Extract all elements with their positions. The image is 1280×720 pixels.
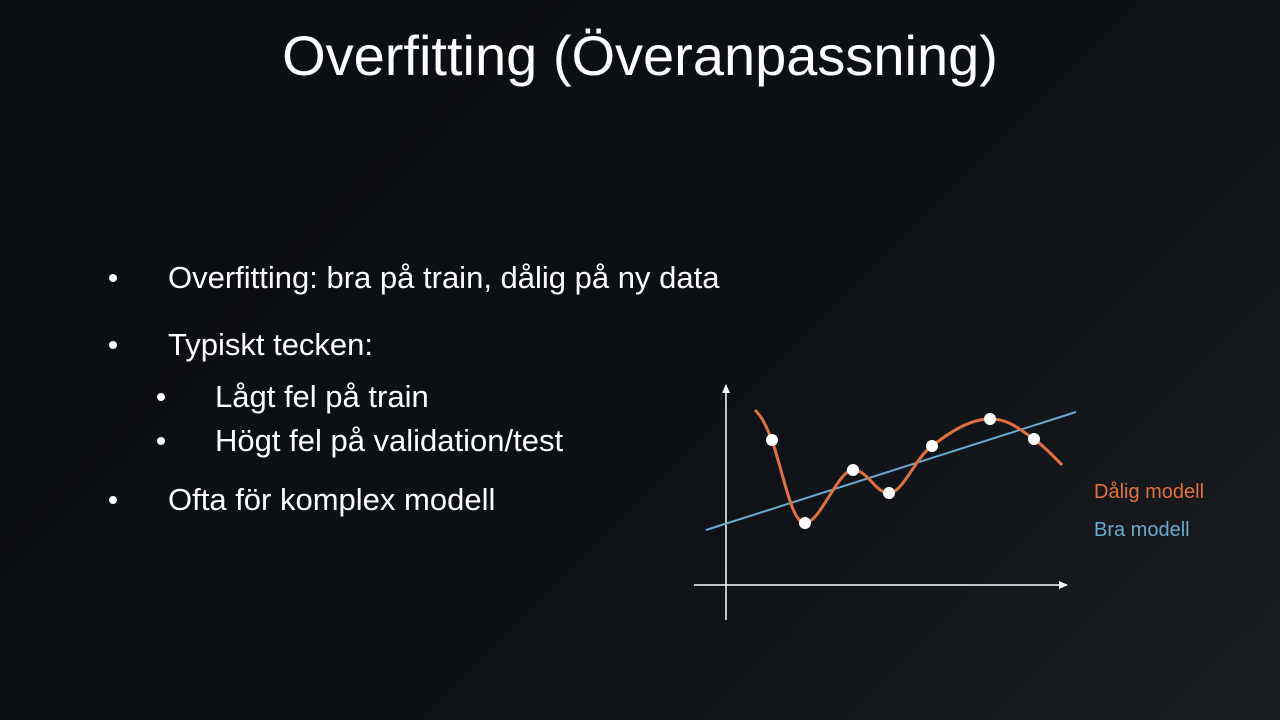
data-point bbox=[1028, 433, 1040, 445]
bullet-marker bbox=[109, 274, 117, 282]
data-point bbox=[883, 487, 895, 499]
slide-title: Overfitting (Överanpassning) bbox=[282, 24, 998, 87]
data-point bbox=[799, 517, 811, 529]
sub-bullet-marker bbox=[157, 437, 165, 445]
data-point bbox=[926, 440, 938, 452]
legend-bad-model: Dålig modell bbox=[1094, 481, 1205, 503]
bullet-text: Typiskt tecken: bbox=[168, 327, 374, 362]
data-point bbox=[766, 434, 778, 446]
data-point bbox=[984, 413, 996, 425]
sub-bullet-text: Lågt fel på train bbox=[215, 379, 429, 414]
sub-bullet-text: Högt fel på validation/test bbox=[215, 423, 564, 458]
good-model-line bbox=[705, 411, 1077, 531]
sub-bullet-marker bbox=[157, 393, 165, 401]
data-points bbox=[766, 413, 1040, 529]
bullet-marker bbox=[109, 341, 117, 349]
data-point bbox=[847, 464, 859, 476]
legend-good-model: Bra modell bbox=[1094, 519, 1190, 541]
bad-model-curve bbox=[753, 408, 1064, 525]
bullet-text: Overfitting: bra på train, dålig på ny d… bbox=[168, 260, 720, 295]
bullet-text: Ofta för komplex modell bbox=[168, 482, 496, 517]
bullet-marker bbox=[109, 496, 117, 504]
